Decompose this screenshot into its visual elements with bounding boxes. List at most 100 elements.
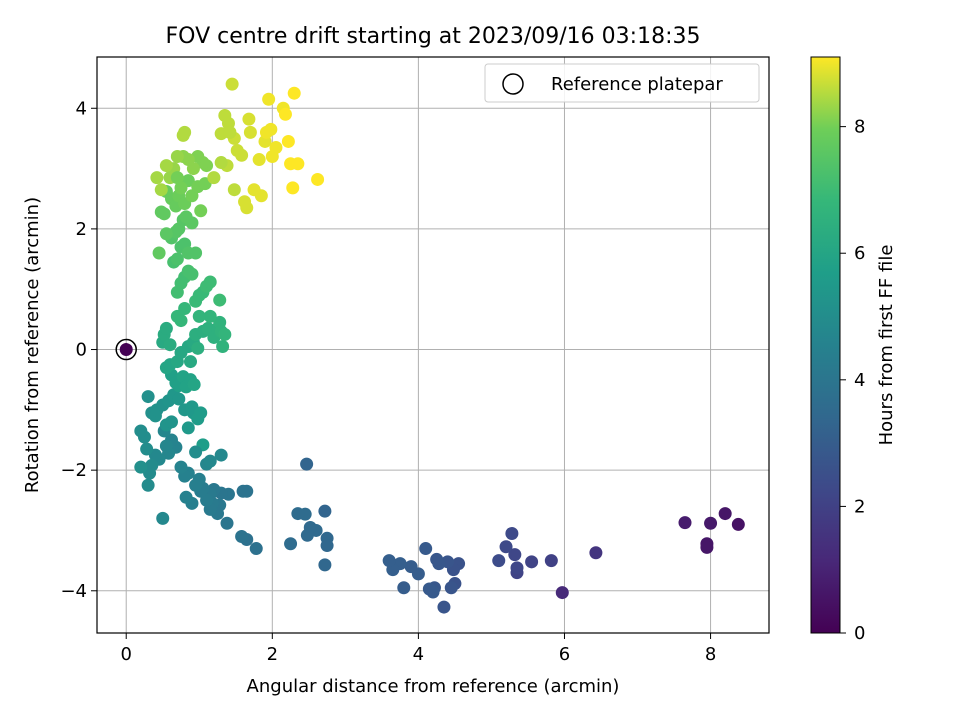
x-axis-label: Angular distance from reference (arcmin) bbox=[247, 676, 620, 697]
x-tick-label: 2 bbox=[267, 644, 278, 665]
data-point bbox=[174, 314, 188, 328]
colorbar-tick-label: 2 bbox=[854, 496, 865, 517]
data-point bbox=[163, 338, 177, 352]
data-point bbox=[134, 424, 148, 438]
scatter-points bbox=[134, 77, 745, 614]
data-point bbox=[284, 537, 298, 551]
data-point bbox=[157, 207, 171, 221]
data-point bbox=[236, 484, 250, 498]
data-point bbox=[174, 460, 188, 474]
data-point bbox=[203, 309, 217, 323]
data-point bbox=[300, 457, 314, 471]
chart-title: FOV centre drift starting at 2023/09/16 … bbox=[166, 24, 701, 49]
data-point bbox=[291, 507, 305, 521]
data-point bbox=[269, 140, 283, 154]
data-point bbox=[318, 558, 332, 572]
data-point bbox=[235, 148, 249, 162]
data-point bbox=[159, 159, 173, 173]
data-point bbox=[187, 378, 201, 392]
data-point bbox=[191, 341, 205, 355]
colorbar-tick-label: 8 bbox=[854, 117, 865, 138]
data-point bbox=[165, 415, 179, 429]
colorbar bbox=[810, 56, 841, 634]
data-point bbox=[156, 511, 170, 525]
data-point bbox=[704, 516, 718, 530]
data-point bbox=[300, 528, 314, 542]
y-tick-label: 0 bbox=[76, 340, 87, 361]
data-point bbox=[192, 309, 206, 323]
data-point bbox=[159, 227, 173, 241]
data-point bbox=[508, 548, 522, 562]
data-point bbox=[430, 552, 444, 566]
data-point bbox=[223, 125, 237, 139]
data-point bbox=[318, 504, 332, 518]
data-point bbox=[492, 554, 506, 568]
colorbar-ticks: 0 2 4 6 8 bbox=[840, 117, 865, 644]
data-point bbox=[194, 406, 208, 420]
data-point bbox=[216, 340, 230, 354]
data-point bbox=[240, 201, 254, 215]
data-point bbox=[140, 442, 154, 456]
reference-marker bbox=[115, 338, 137, 361]
legend-marker bbox=[502, 73, 524, 95]
data-point bbox=[510, 561, 524, 575]
data-point bbox=[505, 526, 519, 540]
data-point bbox=[718, 507, 732, 521]
data-point bbox=[203, 454, 217, 468]
plot-frame bbox=[96, 56, 770, 634]
data-point bbox=[437, 600, 451, 614]
data-point bbox=[678, 516, 692, 530]
data-point bbox=[243, 125, 257, 139]
data-point bbox=[249, 542, 263, 556]
data-point bbox=[141, 478, 155, 492]
x-tick-label: 6 bbox=[559, 644, 570, 665]
data-point bbox=[525, 555, 539, 569]
data-point bbox=[170, 150, 184, 164]
data-point bbox=[419, 542, 433, 556]
data-point bbox=[152, 246, 166, 260]
data-point bbox=[213, 293, 227, 307]
data-point bbox=[404, 560, 418, 574]
colorbar-tick-label: 4 bbox=[854, 370, 865, 391]
reference-point-dot bbox=[119, 343, 133, 357]
data-point bbox=[544, 554, 558, 568]
colorbar-label: Hours from first FF file bbox=[876, 245, 897, 446]
x-tick-label: 8 bbox=[705, 644, 716, 665]
data-point bbox=[555, 586, 569, 600]
data-point bbox=[185, 216, 199, 230]
data-point bbox=[422, 582, 436, 596]
colorbar-tick-label: 6 bbox=[854, 243, 865, 264]
y-tick-label: 4 bbox=[76, 98, 87, 119]
data-point bbox=[382, 554, 396, 568]
y-tick-label: −2 bbox=[60, 460, 87, 481]
data-point bbox=[178, 125, 192, 139]
data-point bbox=[499, 540, 513, 554]
x-axis-ticks: 0 2 4 6 8 bbox=[120, 633, 716, 665]
data-point bbox=[170, 171, 184, 185]
colorbar-tick-label: 0 bbox=[854, 623, 865, 644]
data-point bbox=[194, 204, 208, 218]
data-point bbox=[141, 390, 155, 404]
x-tick-label: 0 bbox=[120, 644, 131, 665]
data-point bbox=[189, 478, 203, 492]
data-point bbox=[281, 134, 295, 148]
data-point bbox=[159, 439, 173, 453]
data-point bbox=[589, 546, 603, 560]
data-point bbox=[264, 122, 278, 136]
data-point bbox=[227, 183, 241, 197]
data-point bbox=[154, 183, 168, 197]
data-point bbox=[203, 275, 217, 289]
data-point bbox=[731, 517, 745, 531]
data-point bbox=[183, 355, 197, 369]
legend-label: Reference platepar bbox=[551, 74, 723, 95]
data-point bbox=[218, 327, 232, 341]
x-tick-label: 4 bbox=[413, 644, 424, 665]
data-point bbox=[225, 77, 239, 91]
y-axis-label: Rotation from reference (arcmin) bbox=[22, 197, 43, 493]
data-point bbox=[311, 172, 325, 186]
data-point bbox=[254, 189, 268, 203]
data-point bbox=[189, 246, 203, 260]
data-point bbox=[320, 539, 334, 553]
data-point bbox=[172, 392, 186, 406]
